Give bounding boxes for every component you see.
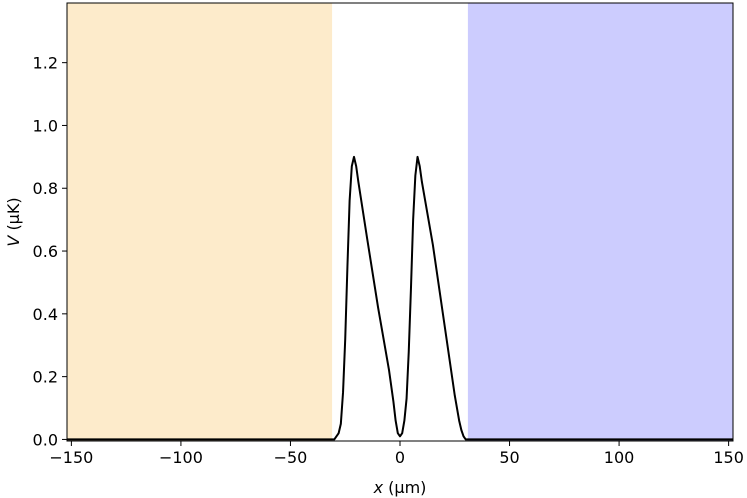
shaded-regions	[67, 3, 733, 441]
x-tick-label: 0	[395, 448, 405, 467]
series-group	[67, 155, 733, 441]
y-tick-label: 0.6	[33, 242, 58, 261]
x-tick-label: −100	[159, 448, 203, 467]
y-tick-label: 1.2	[33, 54, 58, 73]
x-tick-label: 100	[604, 448, 635, 467]
y-tick-label: 0.8	[33, 179, 58, 198]
x-axis-label: x (μm)	[373, 478, 427, 497]
y-tick-label: 1.0	[33, 116, 58, 135]
y-tick-label: 0.2	[33, 368, 58, 387]
series-line-1	[67, 155, 733, 441]
y-axis-label-unit: (μK)	[4, 197, 23, 235]
y-axis-label: V (μK)	[4, 197, 23, 246]
x-tick-label: −50	[274, 448, 308, 467]
y-tick-label: 0.0	[33, 430, 58, 449]
x-axis-ticks: −150 −100 −50 0 50 100 150	[49, 441, 744, 467]
y-tick-label: 0.4	[33, 305, 58, 324]
y-axis-ticks: 0.0 0.2 0.4 0.6 0.8 1.0 1.2	[33, 54, 67, 449]
y-axis-label-var: V	[4, 235, 23, 247]
shaded-region-1	[67, 3, 333, 441]
x-tick-label: 50	[499, 448, 519, 467]
x-tick-label: 150	[713, 448, 744, 467]
x-tick-label: −150	[49, 448, 93, 467]
x-axis-label-var: x	[373, 478, 384, 497]
x-axis-label-unit: (μm)	[383, 478, 426, 497]
plot-frame	[66, 2, 734, 442]
shaded-region-2	[467, 3, 733, 441]
